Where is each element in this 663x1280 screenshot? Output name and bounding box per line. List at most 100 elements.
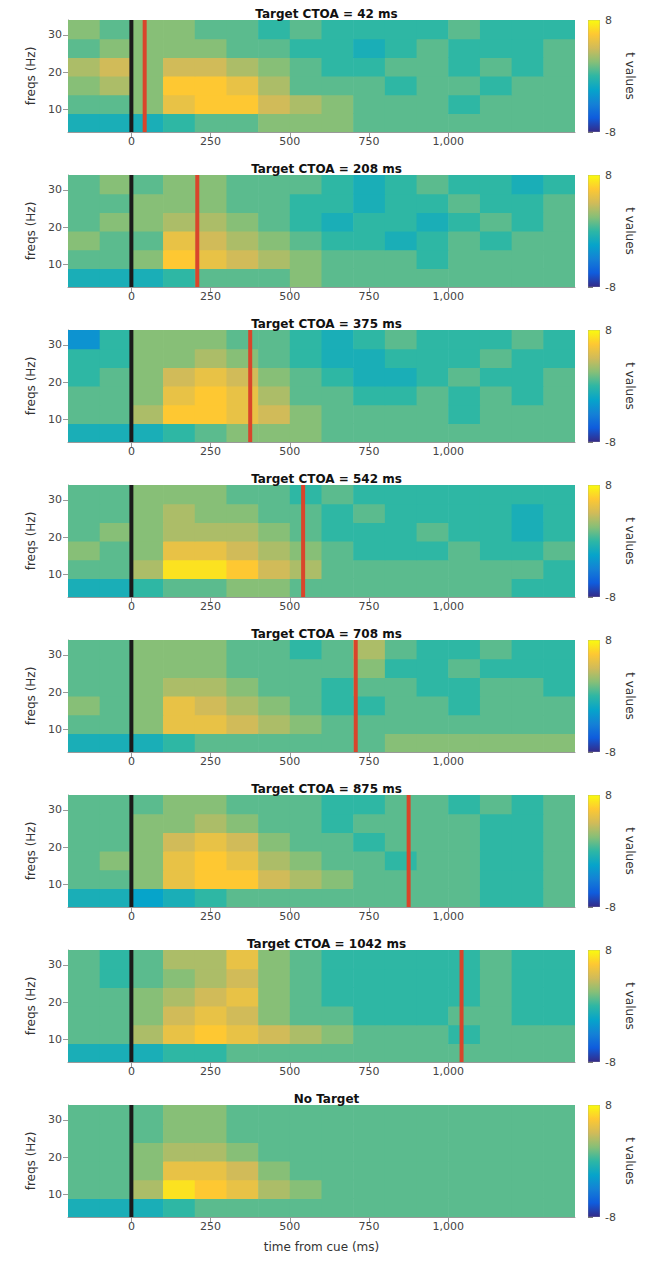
svg-text:0: 0 xyxy=(128,755,135,768)
svg-text:freqs (Hz): freqs (Hz) xyxy=(24,357,38,416)
svg-text:30: 30 xyxy=(48,183,62,196)
svg-text:10: 10 xyxy=(48,1188,62,1201)
svg-text:1,000: 1,000 xyxy=(433,1220,465,1233)
svg-text:20: 20 xyxy=(48,686,62,699)
svg-text:10: 10 xyxy=(48,413,62,426)
svg-text:500: 500 xyxy=(279,1220,300,1233)
svg-text:8: 8 xyxy=(605,789,612,802)
svg-text:1,000: 1,000 xyxy=(433,1065,465,1078)
svg-text:750: 750 xyxy=(359,1220,380,1233)
svg-text:8: 8 xyxy=(605,14,612,27)
svg-text:10: 10 xyxy=(48,723,62,736)
svg-text:250: 250 xyxy=(200,290,221,303)
svg-text:20: 20 xyxy=(48,531,62,544)
svg-text:t values: t values xyxy=(623,982,637,1030)
svg-text:500: 500 xyxy=(279,1065,300,1078)
svg-text:t values: t values xyxy=(623,207,637,255)
svg-text:0: 0 xyxy=(128,910,135,923)
svg-text:750: 750 xyxy=(359,445,380,458)
svg-text:250: 250 xyxy=(200,135,221,148)
svg-text:freqs (Hz): freqs (Hz) xyxy=(24,667,38,726)
svg-text:freqs (Hz): freqs (Hz) xyxy=(24,512,38,571)
svg-text:250: 250 xyxy=(200,600,221,613)
svg-text:Target CTOA = 42 ms: Target CTOA = 42 ms xyxy=(255,7,397,21)
svg-text:30: 30 xyxy=(48,648,62,661)
svg-text:500: 500 xyxy=(279,290,300,303)
svg-text:250: 250 xyxy=(200,1065,221,1078)
svg-text:Target CTOA = 1042 ms: Target CTOA = 1042 ms xyxy=(247,937,406,951)
svg-text:-8: -8 xyxy=(605,1211,616,1224)
svg-text:No Target: No Target xyxy=(294,1092,360,1106)
svg-text:8: 8 xyxy=(605,324,612,337)
svg-text:freqs (Hz): freqs (Hz) xyxy=(24,1132,38,1191)
svg-text:10: 10 xyxy=(48,103,62,116)
svg-text:250: 250 xyxy=(200,445,221,458)
svg-text:20: 20 xyxy=(48,376,62,389)
svg-text:t values: t values xyxy=(623,362,637,410)
svg-text:freqs (Hz): freqs (Hz) xyxy=(24,977,38,1036)
svg-text:0: 0 xyxy=(128,290,135,303)
svg-text:Target CTOA = 708 ms: Target CTOA = 708 ms xyxy=(251,627,402,641)
svg-text:500: 500 xyxy=(279,445,300,458)
svg-text:750: 750 xyxy=(359,910,380,923)
svg-text:1,000: 1,000 xyxy=(433,600,465,613)
svg-text:500: 500 xyxy=(279,755,300,768)
svg-text:500: 500 xyxy=(279,600,300,613)
svg-text:1,000: 1,000 xyxy=(433,290,465,303)
svg-text:30: 30 xyxy=(48,338,62,351)
svg-text:t values: t values xyxy=(623,827,637,875)
svg-text:1,000: 1,000 xyxy=(433,135,465,148)
svg-text:0: 0 xyxy=(128,135,135,148)
svg-text:30: 30 xyxy=(48,958,62,971)
svg-text:250: 250 xyxy=(200,1220,221,1233)
svg-text:250: 250 xyxy=(200,910,221,923)
svg-text:1,000: 1,000 xyxy=(433,445,465,458)
svg-text:20: 20 xyxy=(48,1151,62,1164)
svg-text:750: 750 xyxy=(359,600,380,613)
svg-text:1,000: 1,000 xyxy=(433,755,465,768)
svg-text:t values: t values xyxy=(623,517,637,565)
svg-text:Target CTOA = 542 ms: Target CTOA = 542 ms xyxy=(251,472,402,486)
svg-text:8: 8 xyxy=(605,944,612,957)
svg-text:10: 10 xyxy=(48,568,62,581)
svg-text:30: 30 xyxy=(48,28,62,41)
svg-text:20: 20 xyxy=(48,996,62,1009)
svg-text:Target CTOA = 875 ms: Target CTOA = 875 ms xyxy=(251,782,402,796)
svg-text:t values: t values xyxy=(623,52,637,100)
svg-text:t values: t values xyxy=(623,1137,637,1185)
svg-text:30: 30 xyxy=(48,803,62,816)
svg-text:500: 500 xyxy=(279,135,300,148)
svg-text:8: 8 xyxy=(605,1099,612,1112)
svg-text:freqs (Hz): freqs (Hz) xyxy=(24,202,38,261)
svg-text:750: 750 xyxy=(359,135,380,148)
svg-text:750: 750 xyxy=(359,1065,380,1078)
svg-text:30: 30 xyxy=(48,493,62,506)
svg-text:freqs (Hz): freqs (Hz) xyxy=(24,822,38,881)
svg-text:time from cue (ms): time from cue (ms) xyxy=(264,1240,379,1254)
svg-text:0: 0 xyxy=(128,445,135,458)
svg-text:0: 0 xyxy=(128,1220,135,1233)
svg-text:-8: -8 xyxy=(605,901,616,914)
svg-text:-8: -8 xyxy=(605,281,616,294)
svg-text:-8: -8 xyxy=(605,746,616,759)
svg-text:0: 0 xyxy=(128,600,135,613)
svg-text:10: 10 xyxy=(48,1033,62,1046)
svg-text:0: 0 xyxy=(128,1065,135,1078)
svg-text:8: 8 xyxy=(605,169,612,182)
svg-text:Target CTOA = 208 ms: Target CTOA = 208 ms xyxy=(251,162,402,176)
svg-text:250: 250 xyxy=(200,755,221,768)
svg-text:20: 20 xyxy=(48,841,62,854)
svg-text:30: 30 xyxy=(48,1113,62,1126)
svg-text:8: 8 xyxy=(605,479,612,492)
svg-text:750: 750 xyxy=(359,755,380,768)
svg-text:freqs (Hz): freqs (Hz) xyxy=(24,47,38,106)
svg-text:Target CTOA = 375 ms: Target CTOA = 375 ms xyxy=(251,317,402,331)
svg-text:-8: -8 xyxy=(605,591,616,604)
svg-text:10: 10 xyxy=(48,258,62,271)
svg-text:10: 10 xyxy=(48,878,62,891)
svg-text:8: 8 xyxy=(605,634,612,647)
svg-text:20: 20 xyxy=(48,221,62,234)
svg-text:-8: -8 xyxy=(605,1056,616,1069)
svg-text:750: 750 xyxy=(359,290,380,303)
svg-text:500: 500 xyxy=(279,910,300,923)
